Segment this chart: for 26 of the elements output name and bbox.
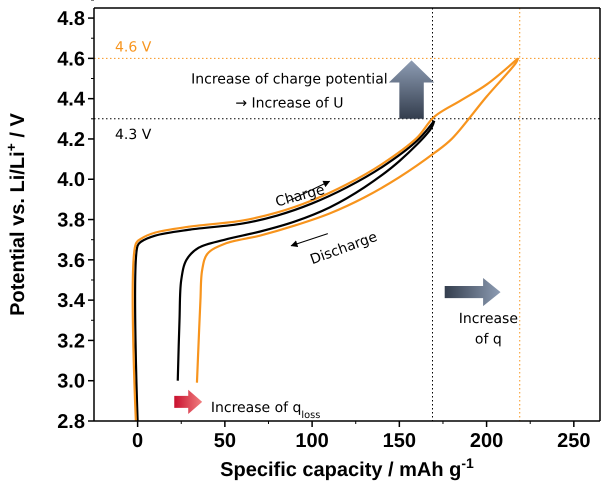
y-tick-label: 4.0	[57, 169, 85, 192]
x-tick-label: 100	[295, 430, 329, 452]
x-axis-title: Specific capacity / mAh g$^{-1}$	[220, 455, 474, 481]
y-tick-label: 2.8	[57, 411, 85, 433]
ref-line-label: 4.3 V	[115, 126, 152, 143]
annotation: Increase of charge potential	[191, 71, 388, 88]
x-tick-label: 50	[214, 430, 236, 452]
ref-line-label: 4.6 V	[115, 39, 152, 56]
annotation: → Increase of U	[235, 96, 344, 112]
annotation: Charge	[274, 182, 326, 210]
y-tick-label: 4.4	[57, 88, 86, 111]
y-tick-label: 3.0	[57, 370, 85, 393]
x-tick-label: 150	[382, 430, 416, 452]
x-tick-label: 250	[557, 430, 591, 452]
y-tick-label: 3.4	[57, 290, 86, 312]
y-tick-label: 3.8	[57, 210, 85, 232]
annotation: Increase	[458, 311, 518, 328]
y-tick-label: 3.6	[57, 250, 85, 272]
x-tick-label: 0	[132, 430, 144, 452]
y-tick-label: 4.8	[57, 8, 85, 30]
annotation: Increase of q$_{loss}$	[210, 400, 320, 420]
y-tick-label: 4.2	[57, 128, 85, 151]
annotation: of q	[474, 331, 502, 348]
y-tick-label: 4.6	[57, 48, 85, 70]
x-tick-label: 200	[470, 430, 504, 452]
y-tick-label: 3.2	[57, 330, 85, 352]
